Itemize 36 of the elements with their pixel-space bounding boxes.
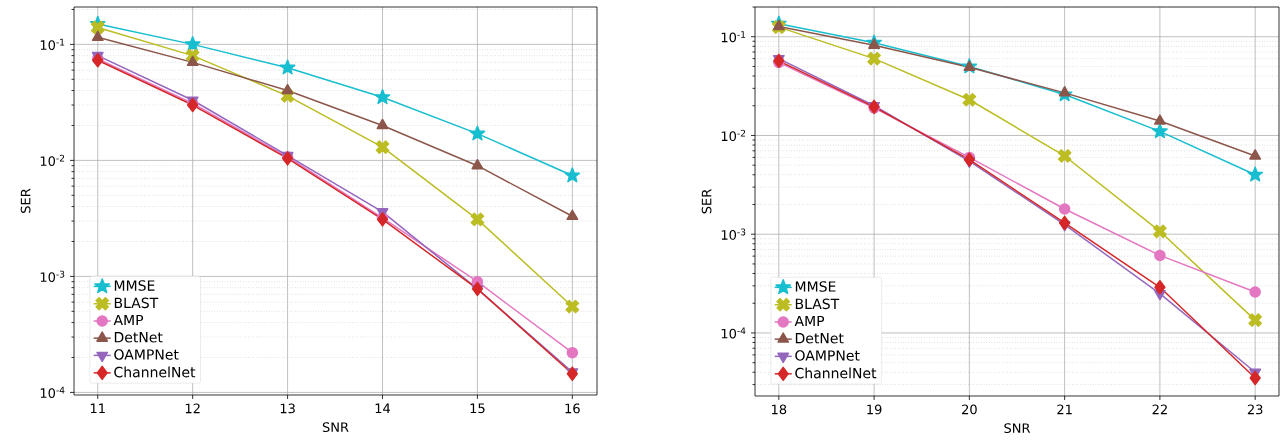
x-tick-label: 13 bbox=[280, 403, 295, 414]
y-tick-label: 10$^{-4}$ bbox=[721, 327, 746, 339]
x-tick-label: 19 bbox=[867, 404, 882, 415]
x-tick-label: 22 bbox=[1152, 404, 1167, 415]
legend-label: DetNet bbox=[114, 332, 163, 343]
legend-label: AMP bbox=[113, 314, 144, 326]
legend-label: OAMPNet bbox=[114, 349, 179, 360]
y-tick-label: 10$^{-3}$ bbox=[721, 228, 746, 240]
y-tick-label: 10$^{-2}$ bbox=[721, 129, 746, 142]
x-tick-label: 12 bbox=[185, 403, 200, 414]
x-axis-title: SNR bbox=[322, 422, 349, 433]
legend-label: MMSE bbox=[795, 281, 836, 292]
y-tick-label: 10$^{-2}$ bbox=[40, 154, 65, 167]
y-tick-label: 10$^{-1}$ bbox=[40, 38, 65, 50]
legend-label: BLAST bbox=[795, 298, 840, 310]
x-tick-label: 20 bbox=[962, 404, 977, 415]
legend-label: MMSE bbox=[114, 280, 155, 291]
legend-label: ChannelNet bbox=[795, 367, 877, 379]
legend-label: OAMPNet bbox=[795, 350, 860, 361]
y-tick-label: 10$^{-4}$ bbox=[40, 386, 65, 398]
y-tick-label: 10$^{-1}$ bbox=[721, 31, 746, 43]
x-tick-label: 14 bbox=[375, 403, 391, 413]
x-tick-label: 18 bbox=[771, 404, 787, 415]
x-tick-label: 23 bbox=[1247, 404, 1263, 415]
x-tick-label: 16 bbox=[565, 403, 580, 414]
x-tick-label: 15 bbox=[470, 403, 485, 414]
legend-label: ChannelNet bbox=[114, 366, 196, 378]
legend-label: AMP bbox=[794, 315, 825, 327]
x-tick-label: 21 bbox=[1057, 404, 1072, 415]
y-axis-title: SER bbox=[701, 189, 712, 214]
legend-label: BLAST bbox=[114, 297, 159, 309]
y-tick-label: 10$^{-3}$ bbox=[40, 270, 65, 283]
legend-label: DetNet bbox=[795, 333, 844, 344]
x-axis-title: SNR bbox=[1004, 423, 1031, 434]
y-axis-title: SER bbox=[20, 188, 31, 213]
x-tick-label: 11 bbox=[90, 403, 105, 413]
